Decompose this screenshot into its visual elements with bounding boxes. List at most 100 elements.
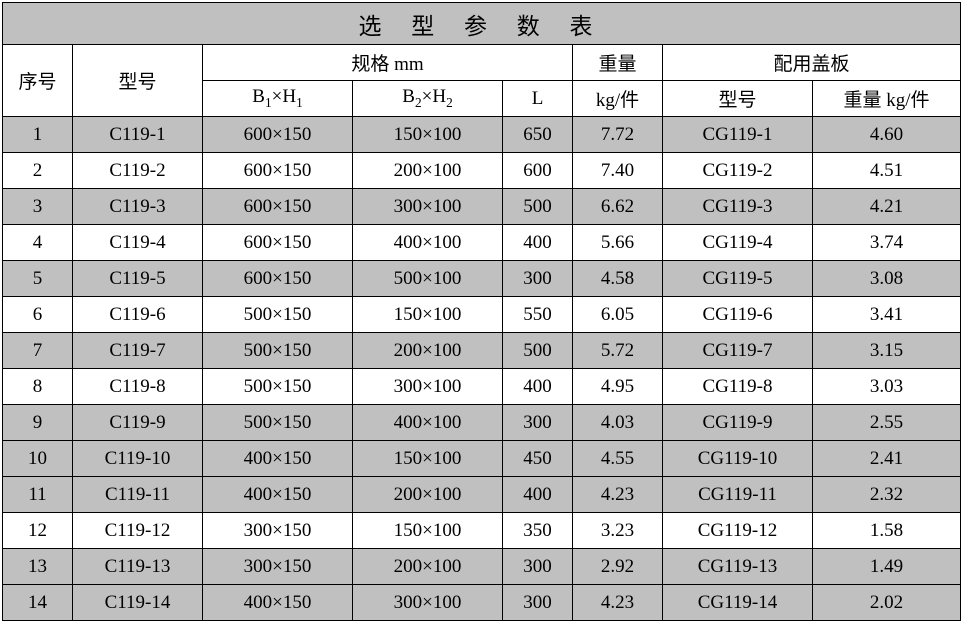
cell-cover-model: CG119-11 (663, 477, 813, 513)
cell-weight: 6.62 (573, 189, 663, 225)
cell-model: C119-2 (73, 153, 203, 189)
cell-weight: 4.23 (573, 585, 663, 621)
cell-cover-model: CG119-13 (663, 549, 813, 585)
cell-b2h2: 200×100 (353, 153, 503, 189)
table-row: 10C119-10400×150150×1004504.55CG119-102.… (3, 441, 961, 477)
cell-seq: 6 (3, 297, 73, 333)
cell-seq: 2 (3, 153, 73, 189)
cell-b2h2: 300×100 (353, 585, 503, 621)
cell-l: 300 (503, 585, 573, 621)
header-row-1: 序号 型号 规格 mm 重量 配用盖板 (3, 45, 961, 81)
cell-l: 550 (503, 297, 573, 333)
cell-l: 650 (503, 117, 573, 153)
cell-seq: 14 (3, 585, 73, 621)
header-weight-unit: kg/件 (573, 81, 663, 117)
cell-b1h1: 600×150 (203, 117, 353, 153)
cell-model: C119-8 (73, 369, 203, 405)
cell-model: C119-13 (73, 549, 203, 585)
cell-b2h2: 200×100 (353, 477, 503, 513)
cell-cover-model: CG119-2 (663, 153, 813, 189)
cell-l: 300 (503, 405, 573, 441)
cell-b2h2: 200×100 (353, 333, 503, 369)
cell-b2h2: 500×100 (353, 261, 503, 297)
table-title: 选 型 参 数 表 (3, 3, 961, 45)
cell-model: C119-1 (73, 117, 203, 153)
cell-b1h1: 600×150 (203, 189, 353, 225)
cell-b1h1: 300×150 (203, 549, 353, 585)
cell-cover-model: CG119-12 (663, 513, 813, 549)
cell-cover-model: CG119-6 (663, 297, 813, 333)
cell-cover-weight: 3.74 (813, 225, 961, 261)
cell-model: C119-14 (73, 585, 203, 621)
cell-weight: 3.23 (573, 513, 663, 549)
table-row: 7C119-7500×150200×1005005.72CG119-73.15 (3, 333, 961, 369)
cell-model: C119-3 (73, 189, 203, 225)
cell-l: 400 (503, 477, 573, 513)
cell-b2h2: 150×100 (353, 513, 503, 549)
cell-seq: 10 (3, 441, 73, 477)
cell-b2h2: 300×100 (353, 189, 503, 225)
cell-weight: 4.23 (573, 477, 663, 513)
cell-b2h2: 200×100 (353, 549, 503, 585)
cell-cover-model: CG119-10 (663, 441, 813, 477)
cell-b2h2: 400×100 (353, 405, 503, 441)
cell-weight: 7.72 (573, 117, 663, 153)
cell-weight: 4.03 (573, 405, 663, 441)
cell-cover-model: CG119-4 (663, 225, 813, 261)
cell-b1h1: 300×150 (203, 513, 353, 549)
cell-b1h1: 600×150 (203, 261, 353, 297)
cell-weight: 2.92 (573, 549, 663, 585)
cell-seq: 11 (3, 477, 73, 513)
cell-b2h2: 400×100 (353, 225, 503, 261)
cell-model: C119-11 (73, 477, 203, 513)
cell-b1h1: 500×150 (203, 369, 353, 405)
cell-seq: 5 (3, 261, 73, 297)
cell-cover-model: CG119-5 (663, 261, 813, 297)
cell-model: C119-10 (73, 441, 203, 477)
header-cover-weight: 重量 kg/件 (813, 81, 961, 117)
table-row: 1C119-1600×150150×1006507.72CG119-14.60 (3, 117, 961, 153)
cell-l: 500 (503, 189, 573, 225)
cell-b1h1: 400×150 (203, 585, 353, 621)
cell-l: 400 (503, 225, 573, 261)
table-row: 3C119-3600×150300×1005006.62CG119-34.21 (3, 189, 961, 225)
header-cover-model: 型号 (663, 81, 813, 117)
cell-seq: 12 (3, 513, 73, 549)
cell-cover-weight: 2.55 (813, 405, 961, 441)
cell-weight: 4.55 (573, 441, 663, 477)
cell-l: 300 (503, 549, 573, 585)
header-spec-group: 规格 mm (203, 45, 573, 81)
cell-cover-weight: 1.49 (813, 549, 961, 585)
table-row: 11C119-11400×150200×1004004.23CG119-112.… (3, 477, 961, 513)
cell-l: 350 (503, 513, 573, 549)
cell-model: C119-7 (73, 333, 203, 369)
cell-b1h1: 600×150 (203, 153, 353, 189)
cell-cover-weight: 3.41 (813, 297, 961, 333)
cell-weight: 4.58 (573, 261, 663, 297)
cell-b2h2: 150×100 (353, 441, 503, 477)
header-l: L (503, 81, 573, 117)
table-row: 2C119-2600×150200×1006007.40CG119-24.51 (3, 153, 961, 189)
cell-weight: 6.05 (573, 297, 663, 333)
header-b2h2: B2×H2 (353, 81, 503, 117)
cell-b1h1: 600×150 (203, 225, 353, 261)
table-row: 8C119-8500×150300×1004004.95CG119-83.03 (3, 369, 961, 405)
cell-b2h2: 300×100 (353, 369, 503, 405)
table-row: 9C119-9500×150400×1003004.03CG119-92.55 (3, 405, 961, 441)
cell-cover-weight: 4.51 (813, 153, 961, 189)
cell-b1h1: 400×150 (203, 441, 353, 477)
table-row: 13C119-13300×150200×1003002.92CG119-131.… (3, 549, 961, 585)
cell-seq: 13 (3, 549, 73, 585)
cell-seq: 7 (3, 333, 73, 369)
table-row: 12C119-12300×150150×1003503.23CG119-121.… (3, 513, 961, 549)
cell-cover-weight: 4.60 (813, 117, 961, 153)
cell-model: C119-12 (73, 513, 203, 549)
cell-cover-weight: 2.02 (813, 585, 961, 621)
header-seq: 序号 (3, 45, 73, 117)
cell-seq: 4 (3, 225, 73, 261)
cell-cover-weight: 2.41 (813, 441, 961, 477)
header-b1h1: B1×H1 (203, 81, 353, 117)
cell-weight: 4.95 (573, 369, 663, 405)
table-row: 4C119-4600×150400×1004005.66CG119-43.74 (3, 225, 961, 261)
cell-seq: 1 (3, 117, 73, 153)
